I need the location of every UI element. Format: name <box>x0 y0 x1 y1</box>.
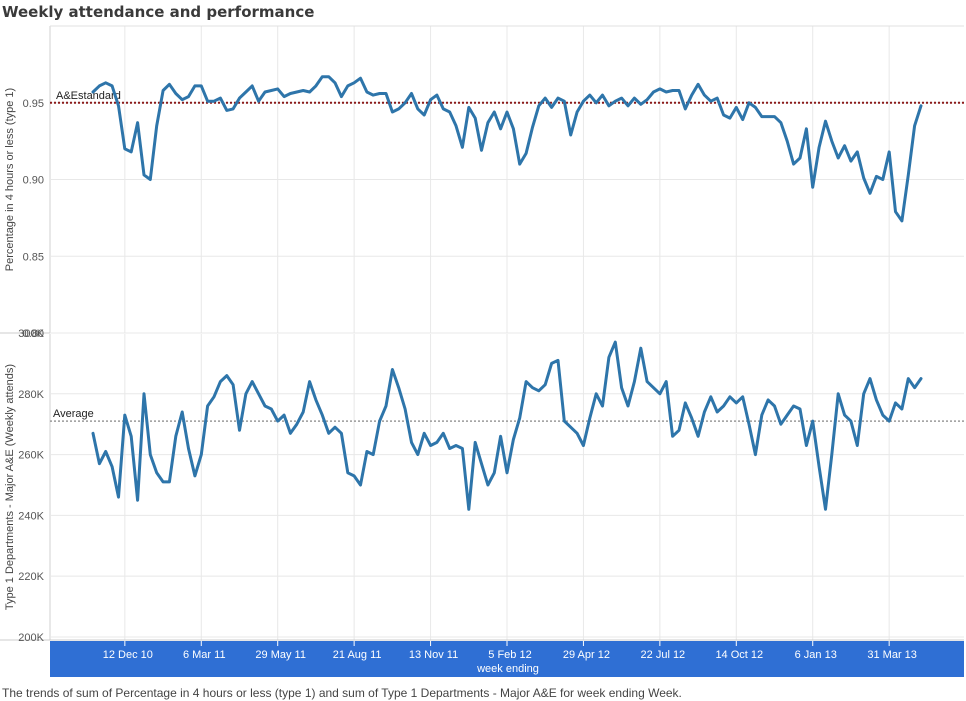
y-tick-label: 240K <box>18 510 44 522</box>
x-tick-label: 6 Mar 11 <box>183 649 226 661</box>
x-tick-label: 22 Jul 12 <box>641 649 686 661</box>
x-tick-label: 13 Nov 11 <box>409 649 458 661</box>
x-tick-label: 21 Aug 11 <box>333 649 382 661</box>
y-tick-label: 0.90 <box>23 175 44 187</box>
attendance-pane: 200K 220K 240K 260K 280K 300K Type 1 Departmen… <box>0 328 964 644</box>
x-tick-label: 12 Dec 10 <box>103 649 153 661</box>
series-line <box>91 340 923 511</box>
x-axis-band: 12 Dec 10 6 Mar 11 29 May 11 21 Aug 11 13 No… <box>50 641 964 677</box>
x-tick-label: 31 Mar 13 <box>867 649 917 661</box>
series-line <box>91 75 923 223</box>
y-tick-label: 280K <box>18 389 44 401</box>
y-tick-label: 200K <box>18 632 44 644</box>
page-title: Weekly attendance and performance <box>2 3 315 21</box>
chart-canvas: 0.80 0.85 0.90 0.95 Percentage in 4 hours or… <box>0 25 964 677</box>
y-tick-label: 260K <box>18 450 44 462</box>
y-tick-label: 300K <box>18 328 44 340</box>
x-tick-label: 29 Apr 12 <box>563 649 610 661</box>
y-axis-title: Type 1 Departments - Major A&E (Weekly a… <box>4 364 16 610</box>
x-tick-label: 6 Jan 13 <box>795 649 837 661</box>
percentage-pane: 0.80 0.85 0.90 0.95 Percentage in 4 hours or… <box>0 25 964 340</box>
reference-line-label: Average <box>53 408 94 420</box>
x-tick-label: 14 Oct 12 <box>715 649 763 661</box>
y-tick-label: 220K <box>18 571 44 583</box>
x-tick-label: 5 Feb 12 <box>488 649 531 661</box>
y-tick-label: 0.80 <box>23 328 44 340</box>
y-tick-label: 0.95 <box>23 98 44 110</box>
y-tick-label: 0.85 <box>23 251 44 263</box>
chart-caption: The trends of sum of Percentage in 4 hou… <box>2 686 682 700</box>
reference-line-label: A&Estandard <box>56 90 121 102</box>
y-axis-title: Percentage in 4 hours or less (type 1) <box>4 88 16 271</box>
x-axis-title: week ending <box>476 663 539 675</box>
x-axis-background <box>50 641 964 677</box>
x-tick-label: 29 May 11 <box>255 649 306 661</box>
